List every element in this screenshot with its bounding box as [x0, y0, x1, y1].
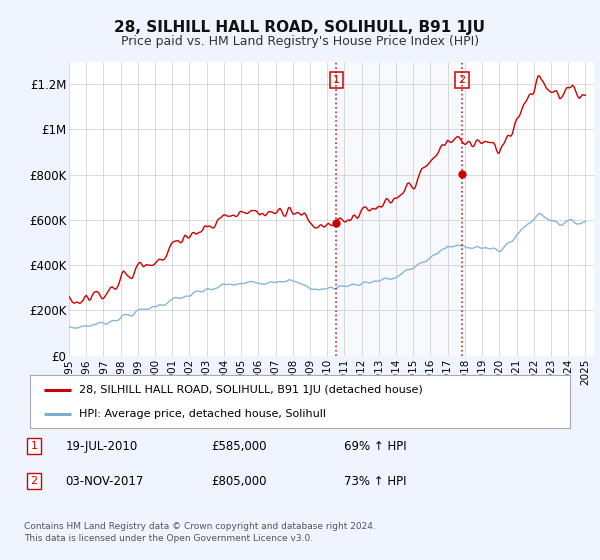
Text: 2: 2 [458, 74, 466, 85]
Text: Contains HM Land Registry data © Crown copyright and database right 2024.: Contains HM Land Registry data © Crown c… [24, 522, 376, 531]
Text: 2: 2 [31, 476, 37, 486]
Text: 1: 1 [31, 441, 37, 451]
Text: 73% ↑ HPI: 73% ↑ HPI [344, 474, 407, 488]
Text: 19-JUL-2010: 19-JUL-2010 [65, 440, 137, 452]
Text: This data is licensed under the Open Government Licence v3.0.: This data is licensed under the Open Gov… [24, 534, 313, 543]
Text: 69% ↑ HPI: 69% ↑ HPI [344, 440, 407, 452]
Bar [337, 62, 462, 356]
Text: 28, SILHILL HALL ROAD, SOLIHULL, B91 1JU: 28, SILHILL HALL ROAD, SOLIHULL, B91 1JU [115, 20, 485, 35]
Text: £805,000: £805,000 [212, 474, 267, 488]
Text: Price paid vs. HM Land Registry's House Price Index (HPI): Price paid vs. HM Land Registry's House … [121, 35, 479, 48]
Text: HPI: Average price, detached house, Solihull: HPI: Average price, detached house, Soli… [79, 409, 326, 419]
Text: 1: 1 [333, 74, 340, 85]
Text: £585,000: £585,000 [212, 440, 267, 452]
Text: 03-NOV-2017: 03-NOV-2017 [65, 474, 144, 488]
Text: 28, SILHILL HALL ROAD, SOLIHULL, B91 1JU (detached house): 28, SILHILL HALL ROAD, SOLIHULL, B91 1JU… [79, 385, 422, 395]
